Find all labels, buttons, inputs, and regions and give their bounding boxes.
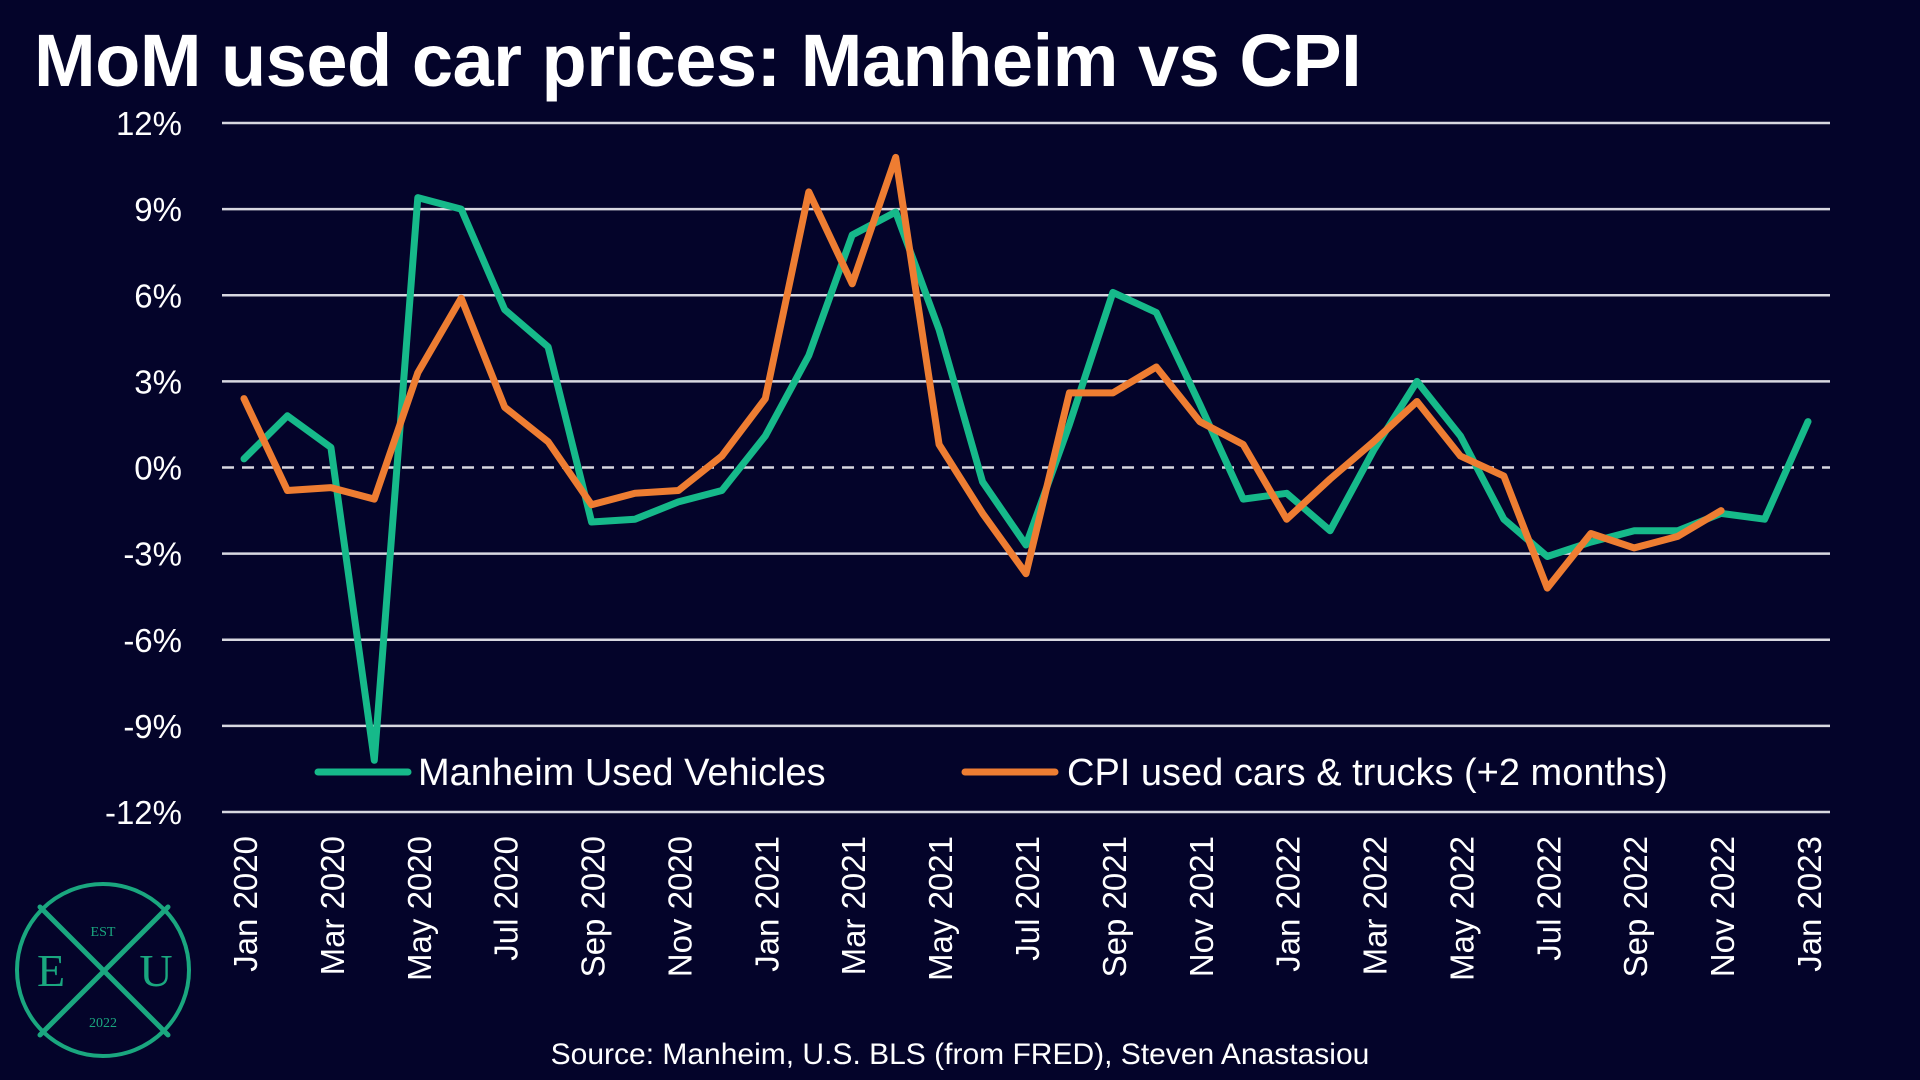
x-tick-label: Sep 2022 <box>1617 836 1654 977</box>
x-tick-label: Jul 2021 <box>1009 836 1046 961</box>
x-tick-label: Mar 2020 <box>314 836 351 975</box>
x-tick-label: May 2022 <box>1443 836 1480 981</box>
x-tick-label: Nov 2021 <box>1183 836 1220 977</box>
y-tick-label: 6% <box>134 277 182 314</box>
x-tick-label: Mar 2022 <box>1357 836 1394 975</box>
logo-year-text: 2022 <box>89 1016 117 1031</box>
series-lines <box>240 153 1812 764</box>
series-line-cpi <box>240 153 1725 592</box>
x-tick-label: Jan 2021 <box>748 836 785 972</box>
logo-cross-stroke-2 <box>37 904 171 1038</box>
x-tick-label: Sep 2020 <box>575 836 612 977</box>
y-tick-label: -3% <box>123 536 182 573</box>
page-title: MoM used car prices: Manheim vs CPI <box>34 19 1362 102</box>
x-axis-tick-labels: Jan 2020 Mar 2020 May 2020 Jul 2020 Sep 2020… <box>227 836 1828 981</box>
y-tick-label: 9% <box>134 191 182 228</box>
x-tick-label: Sep 2021 <box>1096 836 1133 977</box>
y-tick-label: 12% <box>116 105 182 142</box>
exu-logo: EST E U 2022 <box>15 882 191 1058</box>
x-tick-label: Jan 2020 <box>227 836 264 972</box>
logo-est-text: EST <box>91 925 116 940</box>
y-tick-label: -9% <box>123 708 182 745</box>
x-tick-label: Jul 2020 <box>488 836 525 961</box>
y-tick-label: -12% <box>105 794 182 831</box>
x-tick-label: Nov 2020 <box>661 836 698 977</box>
gridlines <box>222 121 1830 814</box>
x-tick-label: May 2020 <box>401 836 438 981</box>
x-tick-label: Mar 2021 <box>835 836 872 975</box>
series-line-manheim <box>240 194 1812 764</box>
y-tick-label: 0% <box>134 450 182 487</box>
logo-letter-e: E <box>37 945 65 996</box>
source-note: Source: Manheim, U.S. BLS (from FRED), S… <box>550 1038 1370 1071</box>
y-axis-tick-labels: 12% 9% 6% 3% 0% -3% -6% -9% -12% <box>105 105 182 831</box>
legend: Manheim Used Vehicles CPI used cars & tru… <box>314 752 1668 794</box>
x-tick-label: Jan 2022 <box>1270 836 1307 972</box>
logo-letter-u: U <box>139 945 172 996</box>
legend-label: Manheim Used Vehicles <box>418 752 826 794</box>
x-tick-label: May 2021 <box>922 836 959 981</box>
x-tick-label: Jul 2022 <box>1530 836 1567 961</box>
x-tick-label: Jan 2023 <box>1791 836 1828 972</box>
x-tick-label: Nov 2022 <box>1704 836 1741 977</box>
y-tick-label: -6% <box>123 622 182 659</box>
legend-label: CPI used cars & trucks (+2 months) <box>1067 752 1668 794</box>
y-tick-label: 3% <box>134 363 182 400</box>
logo-ring <box>15 882 191 1058</box>
